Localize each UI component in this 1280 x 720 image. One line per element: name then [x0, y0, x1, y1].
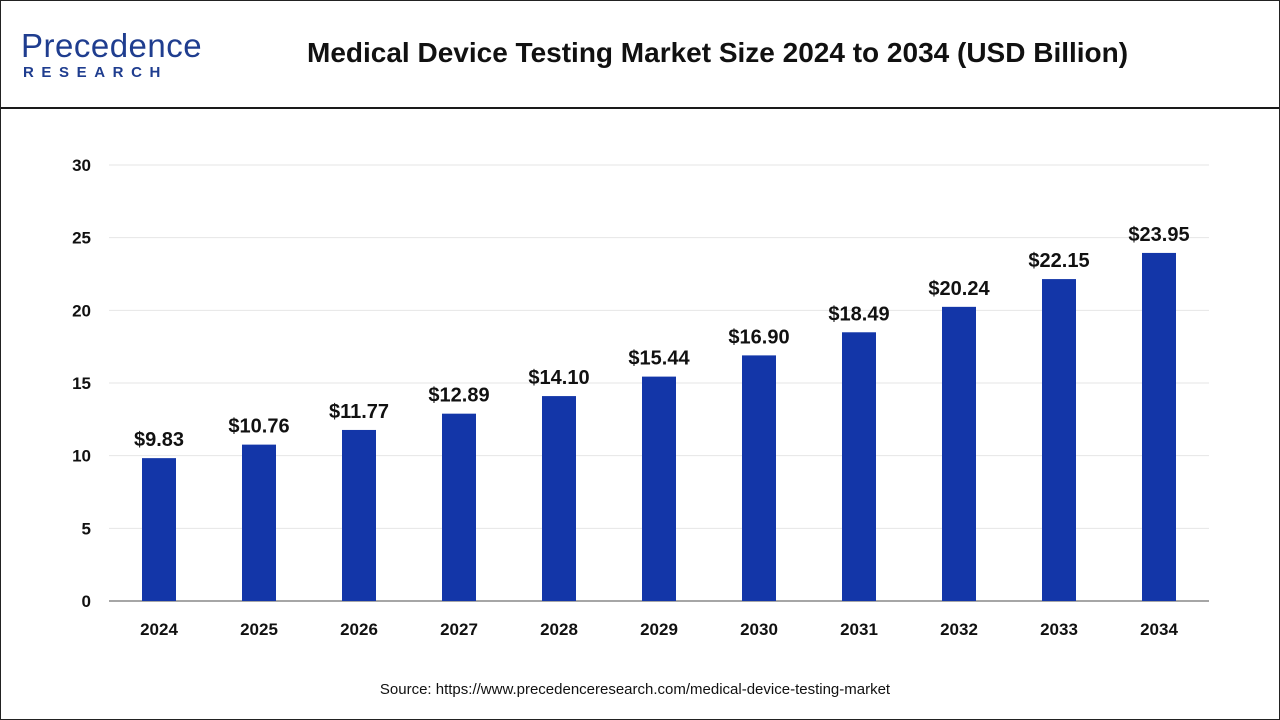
bar — [1042, 279, 1076, 601]
bar — [642, 376, 676, 601]
bar — [342, 429, 376, 601]
bar — [142, 458, 176, 601]
bar — [442, 413, 476, 601]
chart-title: Medical Device Testing Market Size 2024 … — [307, 37, 1129, 68]
x-tick-label: 2029 — [640, 620, 678, 639]
x-tick-label: 2026 — [340, 620, 378, 639]
y-tick-label: 5 — [82, 519, 91, 538]
bar — [842, 332, 876, 601]
data-label: $12.89 — [428, 385, 489, 407]
bar — [942, 306, 976, 601]
y-tick-label: 0 — [82, 592, 91, 611]
source-note: Source: https://www.precedenceresearch.c… — [379, 681, 891, 698]
logo: Precedence RESEARCH — [21, 27, 221, 83]
logo-main-text: Precedence — [21, 27, 203, 64]
y-tick-label: 30 — [72, 156, 91, 175]
x-tick-label: 2031 — [840, 620, 878, 639]
x-tick-label: 2028 — [540, 620, 578, 639]
x-tick-label: 2033 — [1040, 620, 1078, 639]
y-tick-label: 10 — [72, 447, 91, 466]
data-label: $10.76 — [228, 416, 289, 438]
y-tick-label: 20 — [72, 301, 91, 320]
data-label: $15.44 — [628, 348, 690, 370]
y-tick-label: 15 — [72, 374, 91, 393]
data-label: $9.83 — [134, 429, 184, 451]
data-label: $22.15 — [1028, 250, 1089, 272]
bar — [542, 396, 576, 601]
x-tick-label: 2027 — [440, 620, 478, 639]
bar — [242, 444, 276, 601]
header: Precedence RESEARCH Medical Device Testi… — [1, 1, 1279, 109]
y-tick-label: 25 — [72, 229, 91, 248]
data-label: $23.95 — [1128, 224, 1189, 246]
x-tick-label: 2024 — [140, 620, 178, 639]
bar — [1142, 252, 1176, 601]
x-tick-label: 2034 — [1140, 620, 1178, 639]
data-label: $16.90 — [728, 326, 789, 348]
x-tick-label: 2025 — [240, 620, 278, 639]
data-label: $18.49 — [828, 303, 889, 325]
x-tick-label: 2030 — [740, 620, 778, 639]
x-tick-label: 2032 — [940, 620, 978, 639]
bar — [742, 355, 776, 601]
data-label: $11.77 — [329, 401, 389, 423]
data-label: $14.10 — [528, 367, 589, 389]
logo-sub-text: RESEARCH — [23, 64, 168, 81]
data-label: $20.24 — [928, 278, 990, 300]
